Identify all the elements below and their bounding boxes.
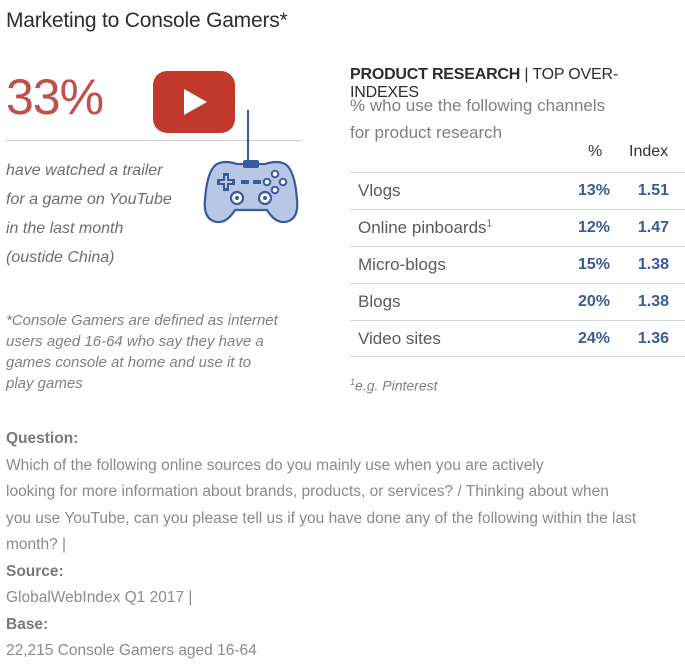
- research-table: Vlogs 13% 1.51 Online pinboards1 12% 1.4…: [350, 172, 685, 357]
- pct-value: 24%: [577, 330, 610, 347]
- table-row: Vlogs 13% 1.51: [350, 172, 685, 209]
- stat-line: have watched a trailer: [6, 162, 163, 179]
- stat-divider: [6, 140, 302, 141]
- stat-value: 33%: [6, 69, 104, 125]
- pct-value: 12%: [577, 219, 610, 236]
- stat-line: (oustide China): [6, 249, 115, 266]
- index-value: 1.51: [637, 182, 669, 199]
- index-value: 1.38: [637, 293, 669, 310]
- table-row: Micro-blogs 15% 1.38: [350, 246, 685, 283]
- definition-line: users aged 16-64 who say they have a: [6, 333, 264, 350]
- column-header-index: Index: [629, 143, 669, 160]
- table-row: Blogs 20% 1.38: [350, 283, 685, 320]
- definition-line: *Console Gamers are defined as internet: [6, 312, 278, 329]
- research-heading-sep: |: [520, 66, 533, 83]
- channel-label: Micro-blogs: [358, 255, 446, 274]
- research-heading-bold: PRODUCT RESEARCH: [350, 66, 521, 83]
- question-line: Question: Which of the following online …: [6, 430, 544, 474]
- index-value: 1.36: [637, 330, 669, 347]
- stat-description: have watched a trailer for a game on You…: [6, 156, 206, 272]
- pct-value: 13%: [577, 182, 610, 199]
- pct-value: 20%: [577, 293, 610, 310]
- research-heading-rest: TOP OVER-INDEXES: [350, 66, 618, 101]
- channel-label: Vlogs: [358, 181, 401, 200]
- table-row: Video sites 24% 1.36: [350, 320, 685, 357]
- console-gamer-definition: *Console Gamers are defined as internet …: [6, 310, 306, 394]
- question-line: you use YouTube, can you please tell us …: [6, 509, 637, 527]
- youtube-play-icon: [153, 71, 235, 133]
- index-value: 1.38: [637, 256, 669, 273]
- question-line: month? | Source: GlobalWebIndex Q1 2017 …: [6, 536, 257, 659]
- research-subtitle-line: for product research: [350, 123, 503, 142]
- stat-line: in the last month: [6, 220, 124, 237]
- channel-label: Video sites: [358, 329, 441, 348]
- research-subtitle-line: % who use the following channels: [350, 96, 606, 115]
- question-line: looking for more information about brand…: [6, 483, 609, 500]
- research-subtitle: % who use the following channels for pro…: [350, 92, 605, 146]
- definition-line: play games: [6, 375, 83, 392]
- research-heading: PRODUCT RESEARCH | TOP OVER-INDEXES: [350, 66, 685, 102]
- index-value: 1.47: [637, 219, 669, 236]
- channel-label: Blogs: [358, 292, 401, 311]
- table-footnote: 1e.g. Pinterest: [350, 377, 438, 394]
- column-header-pct: %: [588, 143, 603, 160]
- channel-label: Online pinboards1: [358, 218, 493, 237]
- pct-value: 15%: [577, 256, 610, 273]
- controller-cable: [247, 110, 249, 166]
- stat-line: for a game on YouTube: [6, 191, 172, 208]
- gamepad-icon: [203, 160, 299, 224]
- definition-line: games console at home and use it to: [6, 354, 252, 371]
- methodology-note: Question: Which of the following online …: [6, 426, 682, 665]
- page-title: Marketing to Console Gamers*: [6, 9, 288, 32]
- table-row: Online pinboards1 12% 1.47: [350, 209, 685, 246]
